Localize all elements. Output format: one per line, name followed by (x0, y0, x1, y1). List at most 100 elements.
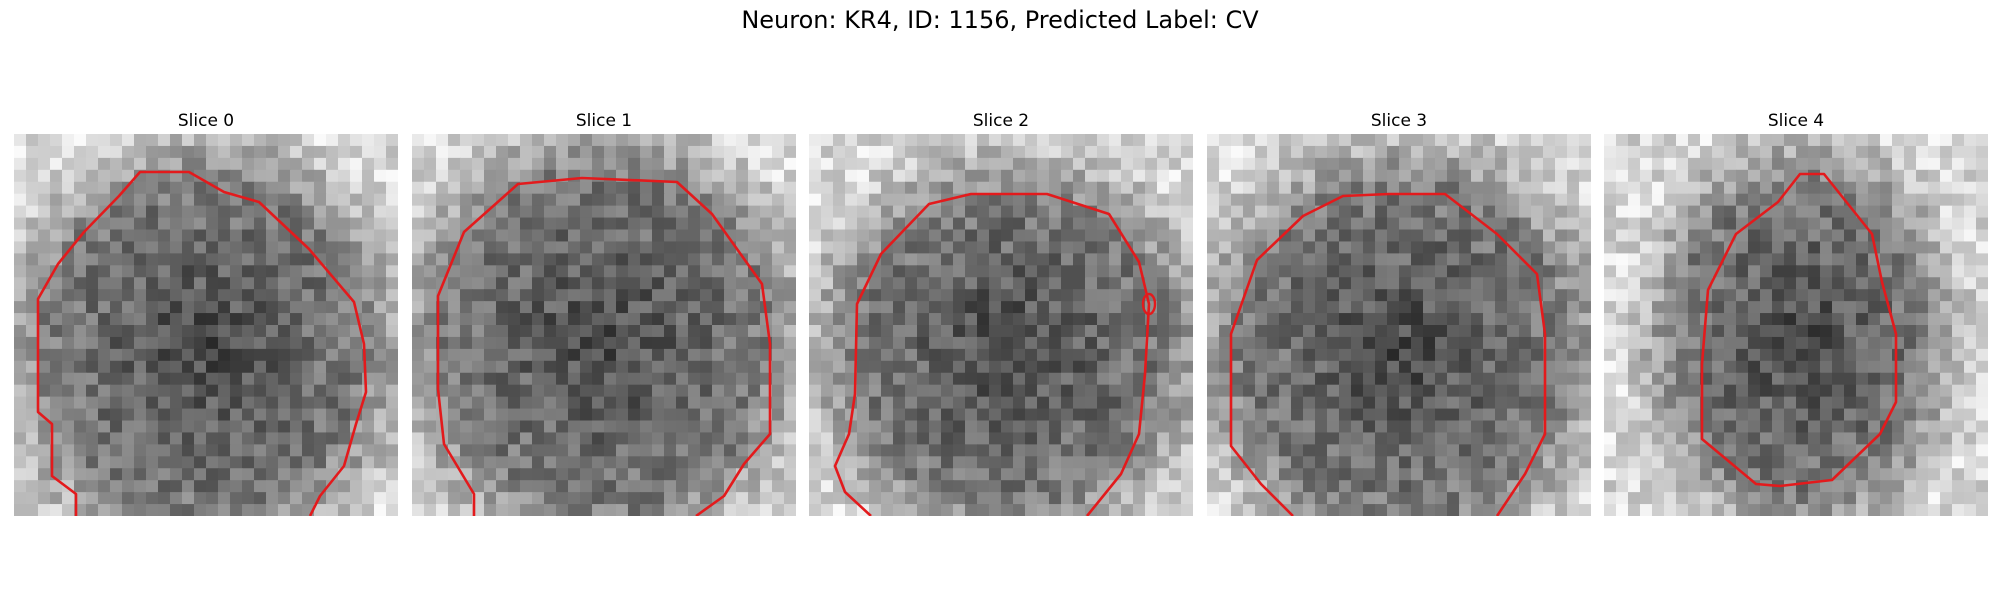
pixel (556, 396, 569, 410)
pixel (905, 301, 918, 314)
pixel (1892, 241, 1905, 254)
pixel (1013, 372, 1026, 386)
pixel (929, 408, 942, 422)
pixel (1784, 396, 1797, 410)
pixel (580, 325, 593, 338)
pixel (1061, 408, 1074, 422)
pixel (520, 134, 533, 147)
pixel (1628, 181, 1641, 195)
pixel (496, 360, 509, 374)
pixel (1880, 253, 1893, 266)
pixel (1375, 336, 1388, 350)
pixel (1555, 444, 1568, 457)
pixel (628, 229, 641, 243)
pixel (508, 432, 521, 445)
pixel (170, 348, 183, 362)
pixel (748, 181, 761, 195)
pixel (484, 432, 497, 445)
pixel (484, 277, 497, 290)
pixel (640, 313, 653, 326)
pixel (748, 432, 761, 445)
pixel (1181, 229, 1193, 243)
pixel (1459, 360, 1472, 374)
pixel (688, 265, 701, 278)
pixel (460, 145, 473, 159)
pixel (1387, 313, 1400, 326)
pixel (1037, 325, 1050, 338)
pixel (1507, 468, 1520, 481)
pixel (520, 241, 533, 254)
pixel (14, 420, 27, 434)
pixel (917, 313, 930, 326)
pixel (1315, 504, 1328, 516)
pixel (1543, 492, 1556, 505)
pixel (845, 504, 858, 516)
pixel (1880, 145, 1893, 159)
pixel (1073, 360, 1086, 374)
pixel (338, 193, 351, 207)
pixel (1267, 265, 1280, 278)
pixel (1916, 134, 1929, 147)
pixel (532, 301, 545, 314)
pixel (1375, 217, 1388, 231)
pixel (1169, 348, 1182, 362)
pixel (1435, 229, 1448, 243)
pixel (1555, 504, 1568, 516)
pixel (652, 277, 665, 290)
pixel (1772, 253, 1785, 266)
pixel (1736, 277, 1749, 290)
pixel (772, 456, 785, 469)
pixel (1181, 384, 1193, 398)
pixel (1604, 289, 1617, 302)
pixel (1952, 384, 1965, 398)
pixel (1169, 277, 1182, 290)
pixel (989, 396, 1002, 410)
pixel (556, 229, 569, 243)
pixel (460, 205, 473, 219)
pixel (1579, 456, 1591, 469)
pixel (700, 408, 713, 422)
pixel (1169, 241, 1182, 254)
pixel (1772, 408, 1785, 422)
pixel (1976, 193, 1988, 207)
pixel (724, 456, 737, 469)
pixel (134, 444, 147, 457)
pixel (1664, 241, 1677, 254)
pixel (1279, 420, 1292, 434)
pixel (965, 134, 978, 147)
pixel (1013, 169, 1026, 183)
pixel (1219, 134, 1232, 147)
pixel (1832, 301, 1845, 314)
pixel (1676, 193, 1689, 207)
pixel (1844, 384, 1857, 398)
pixel (1688, 384, 1701, 398)
pixel (1664, 217, 1677, 231)
pixel (1423, 229, 1436, 243)
pixel (1375, 289, 1388, 302)
pixel (1676, 265, 1689, 278)
pixel (290, 253, 303, 266)
pixel (1363, 145, 1376, 159)
pixel (496, 420, 509, 434)
pixel (1652, 134, 1665, 147)
pixel (1940, 277, 1953, 290)
pixel (86, 444, 99, 457)
pixel (1291, 492, 1304, 505)
pixel (1712, 348, 1725, 362)
pixel (1387, 396, 1400, 410)
pixel (1303, 408, 1316, 422)
pixel (1892, 145, 1905, 159)
pixel (1025, 492, 1038, 505)
pixel (26, 396, 39, 410)
pixel (1207, 468, 1220, 481)
pixel (206, 325, 219, 338)
pixel (1073, 313, 1086, 326)
pixel (496, 348, 509, 362)
pixel (1796, 384, 1809, 398)
pixel (1748, 313, 1761, 326)
pixel (772, 384, 785, 398)
pixel (1037, 313, 1050, 326)
pixel (1483, 157, 1496, 171)
pixel (1676, 217, 1689, 231)
pixel (412, 504, 425, 516)
